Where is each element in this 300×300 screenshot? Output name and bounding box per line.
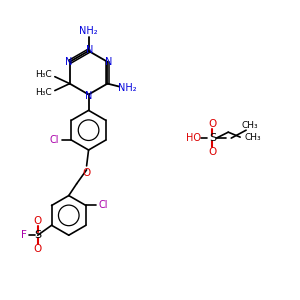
- Text: O: O: [34, 244, 42, 254]
- Text: CH₃: CH₃: [244, 133, 261, 142]
- Text: O: O: [82, 168, 91, 178]
- Text: N: N: [105, 57, 112, 67]
- Text: NH₂: NH₂: [79, 26, 98, 36]
- Text: H₃C: H₃C: [34, 70, 51, 79]
- Text: HO: HO: [186, 133, 201, 143]
- Text: O: O: [208, 119, 217, 129]
- Text: S: S: [34, 230, 41, 240]
- Text: S: S: [209, 133, 216, 143]
- Text: Cl: Cl: [50, 135, 59, 145]
- Text: F: F: [21, 230, 27, 240]
- Text: NH₂: NH₂: [118, 82, 136, 93]
- Text: O: O: [208, 147, 217, 157]
- Text: N: N: [86, 45, 93, 55]
- Text: N: N: [65, 57, 72, 67]
- Text: N: N: [85, 91, 92, 100]
- Text: H₃C: H₃C: [34, 88, 51, 97]
- Text: CH₃: CH₃: [242, 121, 258, 130]
- Text: O: O: [34, 216, 42, 226]
- Text: Cl: Cl: [98, 200, 107, 211]
